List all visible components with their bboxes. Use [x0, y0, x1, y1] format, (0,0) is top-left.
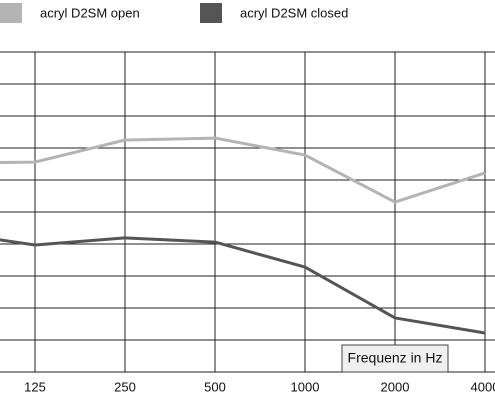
series-line — [0, 236, 486, 335]
series-line — [0, 136, 486, 204]
legend-swatch — [200, 3, 222, 23]
legend-swatch — [0, 3, 22, 23]
legend-label: acryl D2SM closed — [240, 5, 348, 20]
x-axis-label-box — [341, 344, 449, 373]
x-tick-label: 4000 — [471, 379, 495, 394]
x-tick-label: 500 — [204, 379, 226, 394]
x-tick-label: 1000 — [291, 379, 320, 394]
x-axis-label-text: Frequenz in Hz — [348, 350, 443, 366]
x-axis-label: Frequenz in Hz — [341, 344, 449, 373]
x-tick-label: 2000 — [381, 379, 410, 394]
x-tick-label: 250 — [114, 379, 136, 394]
x-tick-label: 125 — [24, 379, 46, 394]
legend-label: acryl D2SM open — [40, 5, 140, 20]
